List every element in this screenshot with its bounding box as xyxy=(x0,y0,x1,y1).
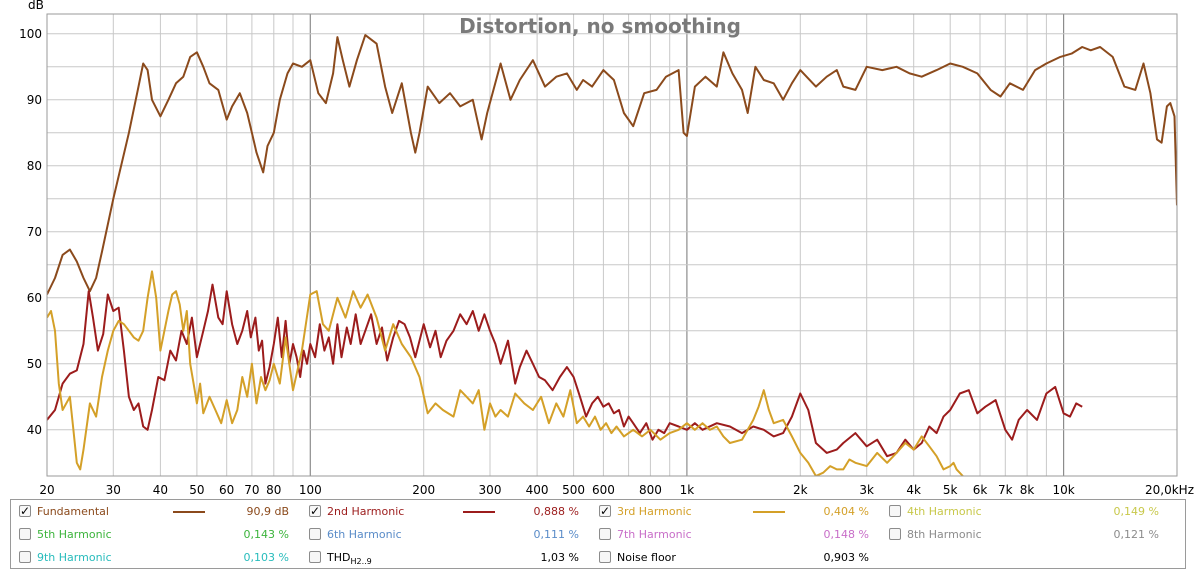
series-line-3rd-harmonic xyxy=(47,270,964,476)
x-tick-label: 5k xyxy=(943,483,958,497)
4th-harmonic-value: 0,149 % xyxy=(1113,505,1159,518)
y-tick-label: 50 xyxy=(27,357,42,371)
legend-item-6th-harmonic[interactable]: 6th Harmonic 0,111 % xyxy=(309,527,579,543)
x-tick-label: 600 xyxy=(592,483,615,497)
9th-harmonic-checkbox[interactable] xyxy=(19,551,31,563)
x-tick-label: 50 xyxy=(189,483,204,497)
x-tick-label: 800 xyxy=(639,483,662,497)
fundamental-label: Fundamental xyxy=(37,505,109,518)
x-tick-labels: 20 30 40 50 60 70 80 100 200 300 400 500 600 800 1k 2k 3… xyxy=(39,483,1194,497)
x-tick-label: 4k xyxy=(906,483,921,497)
7th-harmonic-label: 7th Harmonic xyxy=(617,528,692,541)
9th-harmonic-value: 0,103 % xyxy=(243,551,289,564)
x-tick-label: 40 xyxy=(153,483,168,497)
5th-harmonic-label: 5th Harmonic xyxy=(37,528,112,541)
x-tick-label: 3k xyxy=(859,483,874,497)
y-tick-labels: 40 50 60 70 80 90 100 xyxy=(19,27,42,437)
x-tick-label: 500 xyxy=(562,483,585,497)
thd-label: THDH2..9 xyxy=(327,551,372,566)
legend-item-noise-floor[interactable]: Noise floor 0,903 % xyxy=(599,550,869,566)
thd-value: 1,03 % xyxy=(540,551,579,564)
grid xyxy=(46,14,1178,476)
3rd-harmonic-line-swatch xyxy=(753,511,785,513)
x-tick-label: 30 xyxy=(106,483,121,497)
fundamental-checkbox[interactable]: ✓ xyxy=(19,504,31,518)
2nd-harmonic-line-swatch xyxy=(463,511,495,513)
x-tick-label: 400 xyxy=(526,483,549,497)
series-line-2nd-harmonic xyxy=(47,283,1083,458)
y-tick-label: 60 xyxy=(27,291,42,305)
7th-harmonic-checkbox[interactable] xyxy=(599,528,611,540)
3rd-harmonic-checkbox[interactable]: ✓ xyxy=(599,504,611,518)
noise-floor-checkbox[interactable] xyxy=(599,551,611,563)
x-tick-label: 60 xyxy=(219,483,234,497)
4th-harmonic-checkbox[interactable] xyxy=(889,505,901,517)
fundamental-line-swatch xyxy=(173,511,205,513)
noise-floor-value: 0,903 % xyxy=(823,551,869,564)
x-tick-label: 2k xyxy=(793,483,808,497)
noise-floor-label: Noise floor xyxy=(617,551,676,564)
legend-item-5th-harmonic[interactable]: 5th Harmonic 0,143 % xyxy=(19,527,289,543)
x-tick-label: 8k xyxy=(1020,483,1035,497)
2nd-harmonic-value: 0,888 % xyxy=(533,505,579,518)
legend-item-4th-harmonic[interactable]: 4th Harmonic 0,149 % xyxy=(889,504,1159,520)
8th-harmonic-label: 8th Harmonic xyxy=(907,528,982,541)
plot-frame xyxy=(46,13,1178,477)
legend-item-2nd-harmonic[interactable]: ✓ 2nd Harmonic 0,888 % xyxy=(309,504,579,520)
y-axis-unit-label: dB xyxy=(28,0,44,12)
y-tick-label: 40 xyxy=(27,423,42,437)
x-tick-label: 20,0kHz xyxy=(1145,483,1194,497)
legend-item-9th-harmonic[interactable]: 9th Harmonic 0,103 % xyxy=(19,550,289,566)
x-tick-label: 300 xyxy=(479,483,502,497)
6th-harmonic-checkbox[interactable] xyxy=(309,528,321,540)
9th-harmonic-label: 9th Harmonic xyxy=(37,551,112,564)
6th-harmonic-label: 6th Harmonic xyxy=(327,528,402,541)
series-lines xyxy=(47,34,1177,476)
3rd-harmonic-value: 0,404 % xyxy=(823,505,869,518)
x-tick-label: 1k xyxy=(680,483,695,497)
legend-item-8th-harmonic[interactable]: 8th Harmonic 0,121 % xyxy=(889,527,1159,543)
x-tick-label: 20 xyxy=(39,483,54,497)
chart-title: Distortion, no smoothing xyxy=(459,14,741,38)
3rd-harmonic-label: 3rd Harmonic xyxy=(617,505,692,518)
legend-item-fundamental[interactable]: ✓ Fundamental 90,9 dB xyxy=(19,504,289,520)
6th-harmonic-value: 0,111 % xyxy=(533,528,579,541)
legend-item-thd[interactable]: THDH2..9 1,03 % xyxy=(309,550,579,566)
y-tick-label: 90 xyxy=(27,93,42,107)
fundamental-value: 90,9 dB xyxy=(246,505,289,518)
y-tick-label: 100 xyxy=(19,27,42,41)
2nd-harmonic-label: 2nd Harmonic xyxy=(327,505,405,518)
2nd-harmonic-checkbox[interactable]: ✓ xyxy=(309,504,321,518)
thd-label-subscript: H2..9 xyxy=(350,557,372,566)
x-tick-label: 80 xyxy=(266,483,281,497)
legend-item-3rd-harmonic[interactable]: ✓ 3rd Harmonic 0,404 % xyxy=(599,504,869,520)
distortion-chart: dB Distortion, no smoothing 40 50 60 70 80 90… xyxy=(19,0,1194,497)
y-tick-label: 80 xyxy=(27,159,42,173)
x-tick-label: 7k xyxy=(998,483,1013,497)
8th-harmonic-value: 0,121 % xyxy=(1113,528,1159,541)
4th-harmonic-label: 4th Harmonic xyxy=(907,505,982,518)
5th-harmonic-checkbox[interactable] xyxy=(19,528,31,540)
x-tick-label: 200 xyxy=(412,483,435,497)
thd-checkbox[interactable] xyxy=(309,551,321,563)
x-tick-label: 70 xyxy=(244,483,259,497)
8th-harmonic-checkbox[interactable] xyxy=(889,528,901,540)
x-tick-label: 100 xyxy=(299,483,322,497)
7th-harmonic-value: 0,148 % xyxy=(823,528,869,541)
x-tick-label: 10k xyxy=(1052,483,1074,497)
legend-item-7th-harmonic[interactable]: 7th Harmonic 0,148 % xyxy=(599,527,869,543)
legend-panel: ✓ Fundamental 90,9 dB ✓ 2nd Harmonic 0,888 % ✓… xyxy=(10,499,1186,569)
5th-harmonic-value: 0,143 % xyxy=(243,528,289,541)
x-tick-label: 6k xyxy=(973,483,988,497)
series-line-fundamental xyxy=(47,34,1177,295)
y-tick-label: 70 xyxy=(27,225,42,239)
